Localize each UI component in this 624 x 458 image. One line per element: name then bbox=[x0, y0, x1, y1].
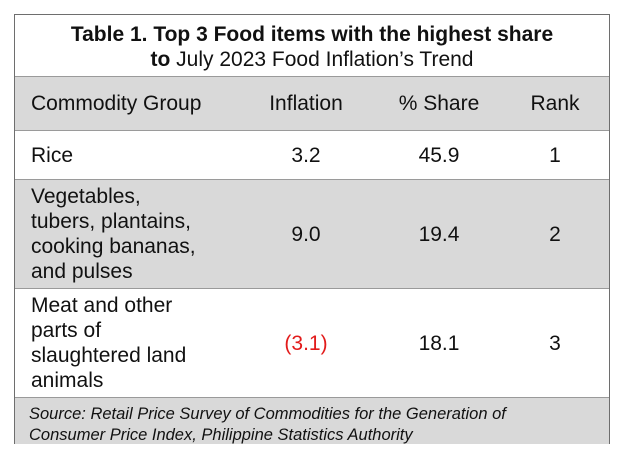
header-commodity-group: Commodity Group bbox=[31, 92, 202, 115]
commodity-cell: Meat and other parts of slaughtered land… bbox=[31, 289, 241, 397]
commodity-line: cooking bananas, bbox=[31, 235, 196, 258]
commodity-cell: Vegetables, tubers, plantains, cooking b… bbox=[31, 180, 241, 288]
inflation-cell: 9.0 bbox=[291, 222, 321, 246]
table-title-line2-rest: July 2023 Food Inflation’s Trend bbox=[170, 48, 474, 71]
header-inflation: Inflation bbox=[269, 92, 343, 115]
table-title: Table 1. Top 3 Food items with the highe… bbox=[15, 15, 609, 76]
rank-cell: 1 bbox=[549, 143, 561, 167]
commodity-line: tubers, plantains, bbox=[31, 210, 191, 233]
table-row: Vegetables, tubers, plantains, cooking b… bbox=[15, 179, 609, 288]
commodity-cell: Rice bbox=[31, 131, 241, 179]
source-line2: Consumer Price Index, Philippine Statist… bbox=[29, 426, 413, 444]
table-title-line2: to July 2023 Food Inflation’s Trend bbox=[15, 47, 609, 72]
source-line1: Source: Retail Price Survey of Commoditi… bbox=[29, 405, 506, 423]
commodity-line: slaughtered land bbox=[31, 344, 187, 367]
commodity-line: Vegetables, bbox=[31, 185, 141, 208]
commodity-line: animals bbox=[31, 369, 104, 392]
table-title-line2-bold: to bbox=[150, 48, 171, 71]
inflation-cell: 3.2 bbox=[291, 143, 321, 167]
table-row: Meat and other parts of slaughtered land… bbox=[15, 288, 609, 397]
table-header-row: Commodity Group Inflation % Share Rank bbox=[15, 76, 609, 130]
inflation-table: Table 1. Top 3 Food items with the highe… bbox=[14, 14, 610, 444]
header-rank: Rank bbox=[530, 92, 580, 115]
inflation-cell-negative: (3.1) bbox=[284, 331, 328, 355]
share-cell: 19.4 bbox=[418, 222, 460, 246]
commodity-line: and pulses bbox=[31, 260, 133, 283]
table-source-note: Source: Retail Price Survey of Commoditi… bbox=[15, 397, 609, 444]
commodity-line: parts of bbox=[31, 319, 102, 342]
header-share: % Share bbox=[398, 92, 480, 115]
table-row: Rice 3.2 45.9 1 bbox=[15, 130, 609, 179]
rank-cell: 3 bbox=[549, 331, 561, 355]
commodity-line: Meat and other bbox=[31, 294, 173, 317]
share-cell: 18.1 bbox=[418, 331, 460, 355]
commodity-line: Rice bbox=[31, 143, 74, 167]
rank-cell: 2 bbox=[549, 222, 561, 246]
share-cell: 45.9 bbox=[418, 143, 460, 167]
table-title-line1: Table 1. Top 3 Food items with the highe… bbox=[70, 23, 554, 46]
